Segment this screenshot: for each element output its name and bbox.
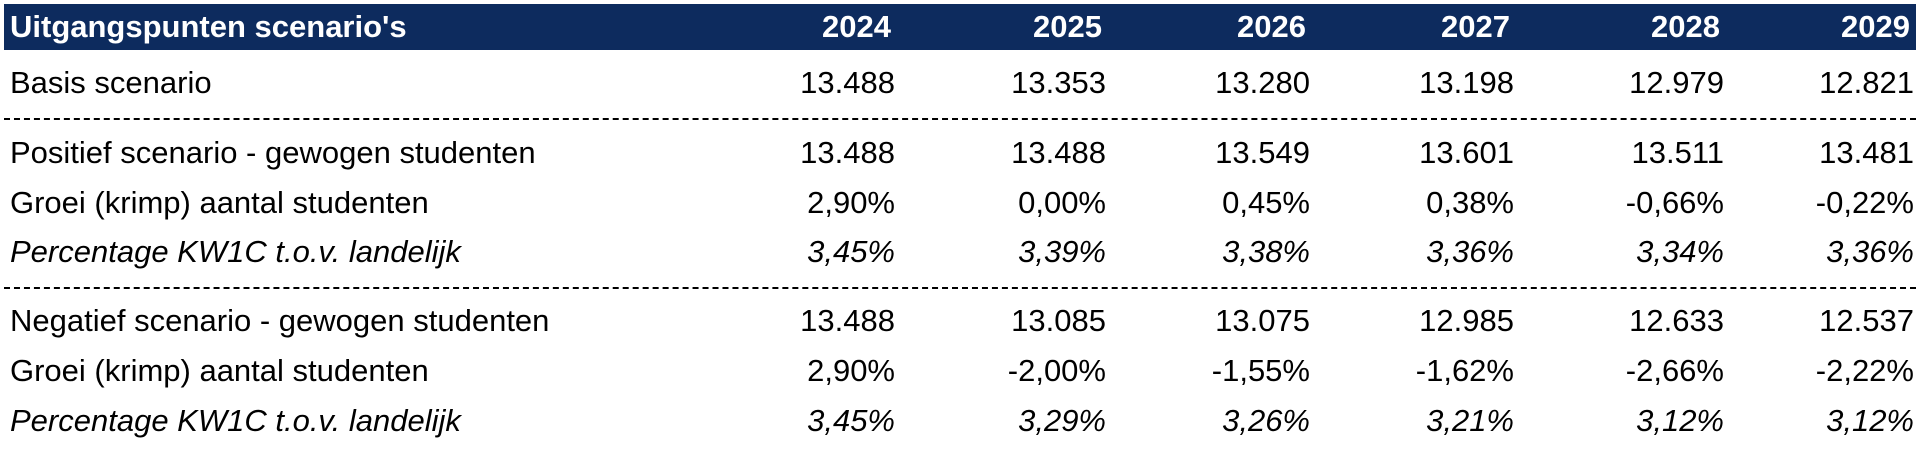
row-value: 13.481	[1819, 135, 1914, 170]
year-header-2024: 2024	[822, 9, 891, 44]
year-header-2028: 2028	[1651, 9, 1720, 44]
row-value: -1,62%	[1415, 353, 1514, 388]
row-value: 3,36%	[1826, 234, 1914, 269]
row-value: 0,00%	[1018, 185, 1106, 220]
row-label: Basis scenario	[10, 65, 212, 100]
row-value: 3,12%	[1826, 403, 1914, 438]
row-value: 13.353	[1011, 65, 1106, 100]
row-value: 3,12%	[1636, 403, 1724, 438]
table-row-percentage-positief: Percentage KW1C t.o.v. landelijk 3,45% 3…	[0, 229, 1920, 279]
row-value: -2,22%	[1815, 353, 1914, 388]
row-value: 3,36%	[1426, 234, 1514, 269]
row-value: 13.085	[1011, 303, 1106, 338]
row-value: 2,90%	[807, 353, 895, 388]
row-value: 0,38%	[1426, 185, 1514, 220]
year-header-2027: 2027	[1441, 9, 1510, 44]
row-value: 3,39%	[1018, 234, 1106, 269]
row-label: Percentage KW1C t.o.v. landelijk	[10, 403, 461, 438]
table-header: Uitgangspunten scenario's 2024 2025 2026…	[4, 4, 1916, 50]
table-title: Uitgangspunten scenario's	[10, 9, 407, 44]
table-row-negatief: Negatief scenario - gewogen studenten 13…	[0, 298, 1920, 348]
table-row-groei-negatief: Groei (krimp) aantal studenten 2,90% -2,…	[0, 348, 1920, 398]
row-value: 12.821	[1819, 65, 1914, 100]
row-value: 3,45%	[807, 234, 895, 269]
row-value: 13.198	[1419, 65, 1514, 100]
row-label: Groei (krimp) aantal studenten	[10, 185, 429, 220]
row-value: 12.985	[1419, 303, 1514, 338]
row-value: 0,45%	[1222, 185, 1310, 220]
row-value: 2,90%	[807, 185, 895, 220]
row-value: 12.537	[1819, 303, 1914, 338]
row-value: 3,45%	[807, 403, 895, 438]
row-value: 13.488	[1011, 135, 1106, 170]
row-label: Percentage KW1C t.o.v. landelijk	[10, 234, 461, 269]
dashed-separator	[4, 287, 1916, 289]
row-label: Negatief scenario - gewogen studenten	[10, 303, 550, 338]
row-value: 3,38%	[1222, 234, 1310, 269]
table-row-groei-positief: Groei (krimp) aantal studenten 2,90% 0,0…	[0, 180, 1920, 230]
row-value: -0,22%	[1815, 185, 1914, 220]
row-value: 3,21%	[1426, 403, 1514, 438]
row-value: 12.633	[1629, 303, 1724, 338]
table-row-positief: Positief scenario - gewogen studenten 13…	[0, 130, 1920, 180]
row-value: 13.511	[1631, 135, 1724, 170]
row-value: -2,00%	[1007, 353, 1106, 388]
row-value: 13.075	[1215, 303, 1310, 338]
row-value: 3,29%	[1018, 403, 1106, 438]
row-value: 3,34%	[1636, 234, 1724, 269]
year-header-2026: 2026	[1237, 9, 1306, 44]
row-label: Groei (krimp) aantal studenten	[10, 353, 429, 388]
row-value: 13.280	[1215, 65, 1310, 100]
row-value: 13.488	[800, 135, 895, 170]
table-row-basis: Basis scenario 13.488 13.353 13.280 13.1…	[0, 60, 1920, 110]
row-value: 3,26%	[1222, 403, 1310, 438]
row-value: 13.488	[800, 65, 895, 100]
row-value: -1,55%	[1211, 353, 1310, 388]
row-label: Positief scenario - gewogen studenten	[10, 135, 536, 170]
row-value: 12.979	[1629, 65, 1724, 100]
table-row-percentage-negatief: Percentage KW1C t.o.v. landelijk 3,45% 3…	[0, 398, 1920, 448]
year-header-2025: 2025	[1033, 9, 1102, 44]
year-header-2029: 2029	[1841, 9, 1910, 44]
dashed-separator	[4, 118, 1916, 120]
row-value: 13.601	[1419, 135, 1514, 170]
row-value: 13.488	[800, 303, 895, 338]
row-value: -2,66%	[1625, 353, 1724, 388]
row-value: -0,66%	[1625, 185, 1724, 220]
row-value: 13.549	[1215, 135, 1310, 170]
